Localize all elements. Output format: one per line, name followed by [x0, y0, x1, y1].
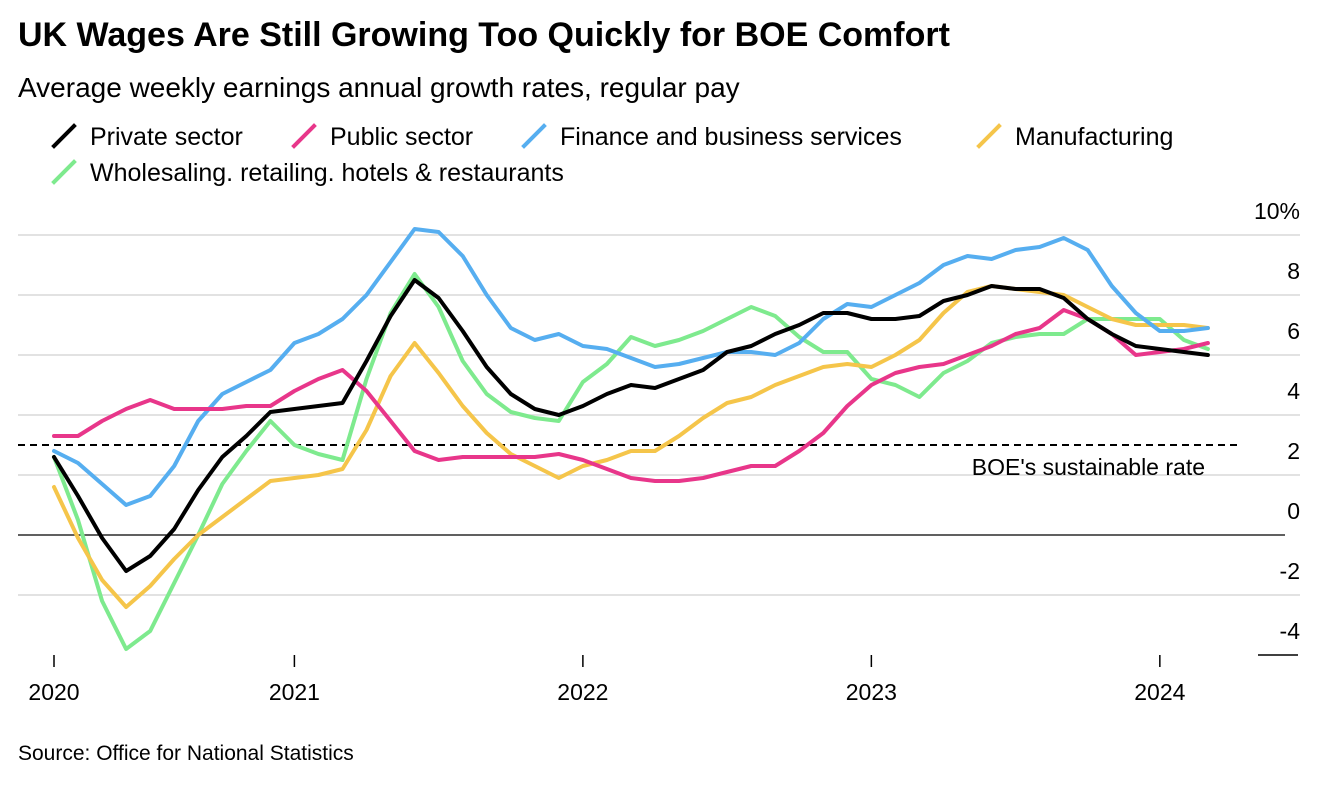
source: Source: Office for National Statistics: [18, 742, 354, 765]
legend-label: Private sector: [90, 123, 243, 151]
legend-swatch: [51, 159, 77, 185]
series-line: [52, 227, 1210, 507]
legend-label: Public sector: [330, 123, 473, 151]
x-tick-label: 2020: [28, 679, 79, 705]
legend-label: Manufacturing: [1015, 123, 1173, 151]
legend-swatch: [291, 123, 317, 149]
legend-swatch: [976, 123, 1002, 149]
series-line: [52, 308, 1210, 483]
y-tick-label: 4: [1287, 378, 1300, 404]
series-line: [52, 272, 1210, 651]
chart-subtitle: Average weekly earnings annual growth ra…: [18, 72, 740, 103]
y-tick-label: 8: [1287, 258, 1300, 284]
legend-swatch: [521, 123, 547, 149]
legend-label: Finance and business services: [560, 123, 902, 151]
series-line: [52, 278, 1210, 573]
x-tick-label: 2024: [1134, 679, 1185, 705]
y-tick-label: 0: [1287, 498, 1300, 524]
y-tick-label: -4: [1280, 618, 1301, 644]
x-tick-label: 2023: [846, 679, 897, 705]
x-tick-label: 2021: [269, 679, 320, 705]
threshold-label: BOE's sustainable rate: [972, 454, 1205, 480]
legend-label: Wholesaling. retailing. hotels & restaur…: [90, 159, 564, 187]
x-tick-label: 2022: [557, 679, 608, 705]
y-tick-label: 2: [1287, 438, 1300, 464]
chart-title: UK Wages Are Still Growing Too Quickly f…: [18, 16, 950, 54]
y-tick-label: 10%: [1254, 198, 1300, 224]
legend-swatch: [51, 123, 77, 149]
y-tick-label: 6: [1287, 318, 1300, 344]
y-tick-label: -2: [1280, 558, 1300, 584]
